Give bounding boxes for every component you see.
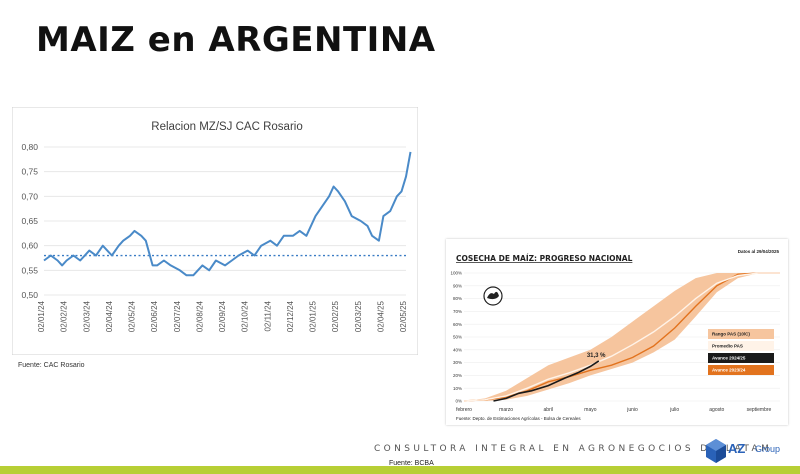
ratio-y-axis: 0,80 0,75 0,70 0,65 0,60 0,55 0,50 [21,142,38,300]
harvest-x-tick-label: junio [626,407,638,413]
harvest-legend-swatch [708,353,774,363]
harvest-grid [464,272,780,402]
ratio-x-tick-label: 02/04/24 [105,300,114,332]
harvest-date-note: Datos al 29/04/2025 [738,249,780,254]
harvest-y-tick-label: 40% [453,347,462,352]
harvest-legend-swatch [708,365,774,375]
ratio-x-tick-label: 02/04/25 [376,300,385,332]
harvest-x-tick-label: agosto [709,407,724,413]
harvest-logo-icon [483,286,503,306]
harvest-chart: COSECHA DE MAÍZ: PROGRESO NACIONAL Datos… [450,249,780,421]
harvest-y-tick-label: 0% [455,399,462,404]
ratio-x-axis: 02/01/24 02/02/24 02/03/24 02/04/24 02/05/24… [37,300,408,332]
slide-title: MAIZ en ARGENTINA [36,20,436,60]
harvest-y-tick-label: 80% [453,296,462,301]
harvest-y-tick-label: 10% [453,386,462,391]
ratio-x-tick-label: 02/12/24 [286,300,295,332]
ratio-series-line [43,151,412,277]
ratio-x-tick-label: 02/01/25 [309,300,318,332]
ratio-x-tick-label: 02/11/24 [263,300,272,331]
harvest-legend-swatch [708,329,774,339]
harvest-series-2024-25 [493,360,600,402]
ratio-x-tick-label: 02/03/24 [82,300,91,332]
harvest-range-band [464,273,780,401]
harvest-legend-label: Promedio PAS [712,344,743,349]
logo-sub-text: Group [755,444,781,454]
harvest-x-tick-label: septiembre [747,407,772,413]
harvest-y-tick-label: 90% [453,283,462,288]
harvest-x-axis: febrero marzo abril mayo junio julio agosto sep… [456,407,771,413]
harvest-x-tick-label: abril [544,407,553,413]
harvest-y-tick-label: 100% [450,271,462,276]
harvest-series-average [463,272,780,402]
ratio-grid [44,146,406,296]
harvest-y-tick-label: 70% [453,309,462,314]
ratio-y-tick-label: 0,75 [21,167,38,177]
ratio-x-tick-label: 02/03/25 [354,300,363,332]
ratio-x-tick-label: 02/08/24 [195,300,204,332]
harvest-y-tick-label: 30% [453,360,462,365]
harvest-legend-label: Avance 2023/24 [712,368,746,373]
harvest-y-tick-label: 20% [453,373,462,378]
az-group-logo-icon [706,439,726,463]
harvest-x-tick-label: febrero [456,407,472,413]
footer-consultora: CONSULTORA INTEGRAL EN AGRONEGOCIOS DE L… [374,444,773,454]
harvest-y-tick-label: 50% [453,335,462,340]
harvest-x-tick-label: julio [669,407,679,413]
ratio-chart: Relacion MZ/SJ CAC Rosario 0,800,750,700… [12,107,418,355]
ratio-x-tick-label: 02/05/24 [128,300,137,332]
ratio-x-tick-label: 02/09/24 [218,300,227,332]
ratio-x-tick-label: 02/02/24 [60,300,69,332]
ratio-y-tick-label: 0,70 [21,191,38,201]
harvest-y-axis: 100% 90% 80% 70% 60% 50% 40% 30% 20% 10% 0% [450,271,462,404]
harvest-source: Fuente: Depto. de Estimaciones Agrícolas… [456,416,581,421]
harvest-chart-panel: COSECHA DE MAÍZ: PROGRESO NACIONAL Datos… [446,239,788,425]
ratio-x-tick-label: 02/01/24 [37,300,46,332]
harvest-legend-label: Rango PAS (10/C) [712,332,750,337]
ratio-y-tick-label: 0,50 [21,290,38,300]
ratio-x-tick-label: 02/05/25 [399,300,408,332]
harvest-annotation: 31,3 % [587,353,606,359]
harvest-x-tick-label: marzo [499,407,513,413]
ratio-x-tick-label: 02/06/24 [150,300,159,332]
ratio-x-tick-label: 02/07/24 [173,300,182,332]
bottom-accent-bar [0,466,800,474]
ratio-chart-frame [12,107,418,355]
harvest-chart-title: COSECHA DE MAÍZ: PROGRESO NACIONAL [456,254,633,263]
logo-main-text: AZ [728,441,746,456]
ratio-chart-source: Fuente: CAC Rosario [18,362,85,369]
ratio-y-tick-label: 0,65 [21,216,38,226]
footer-source: Fuente: BCBA [389,460,434,467]
ratio-x-tick-label: 02/10/24 [241,300,250,332]
harvest-legend-label: Avance 2024/25 [712,356,746,361]
harvest-y-tick-label: 60% [453,322,462,327]
ratio-chart-title: Relacion MZ/SJ CAC Rosario [151,121,302,133]
harvest-legend: Rango PAS (10/C) Promedio PAS Avance 2024/… [708,329,774,375]
ratio-y-tick-label: 0,55 [21,265,38,275]
harvest-x-tick-label: mayo [584,407,596,413]
ratio-x-tick-label: 02/02/25 [331,300,340,332]
harvest-legend-swatch [708,341,774,351]
ratio-y-tick-label: 0,80 [21,142,38,152]
ratio-y-tick-label: 0,60 [21,241,38,251]
